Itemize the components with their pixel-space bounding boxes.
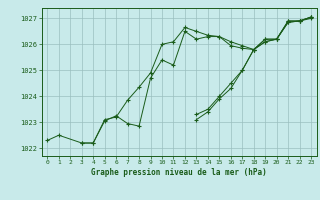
X-axis label: Graphe pression niveau de la mer (hPa): Graphe pression niveau de la mer (hPa) [91, 168, 267, 177]
